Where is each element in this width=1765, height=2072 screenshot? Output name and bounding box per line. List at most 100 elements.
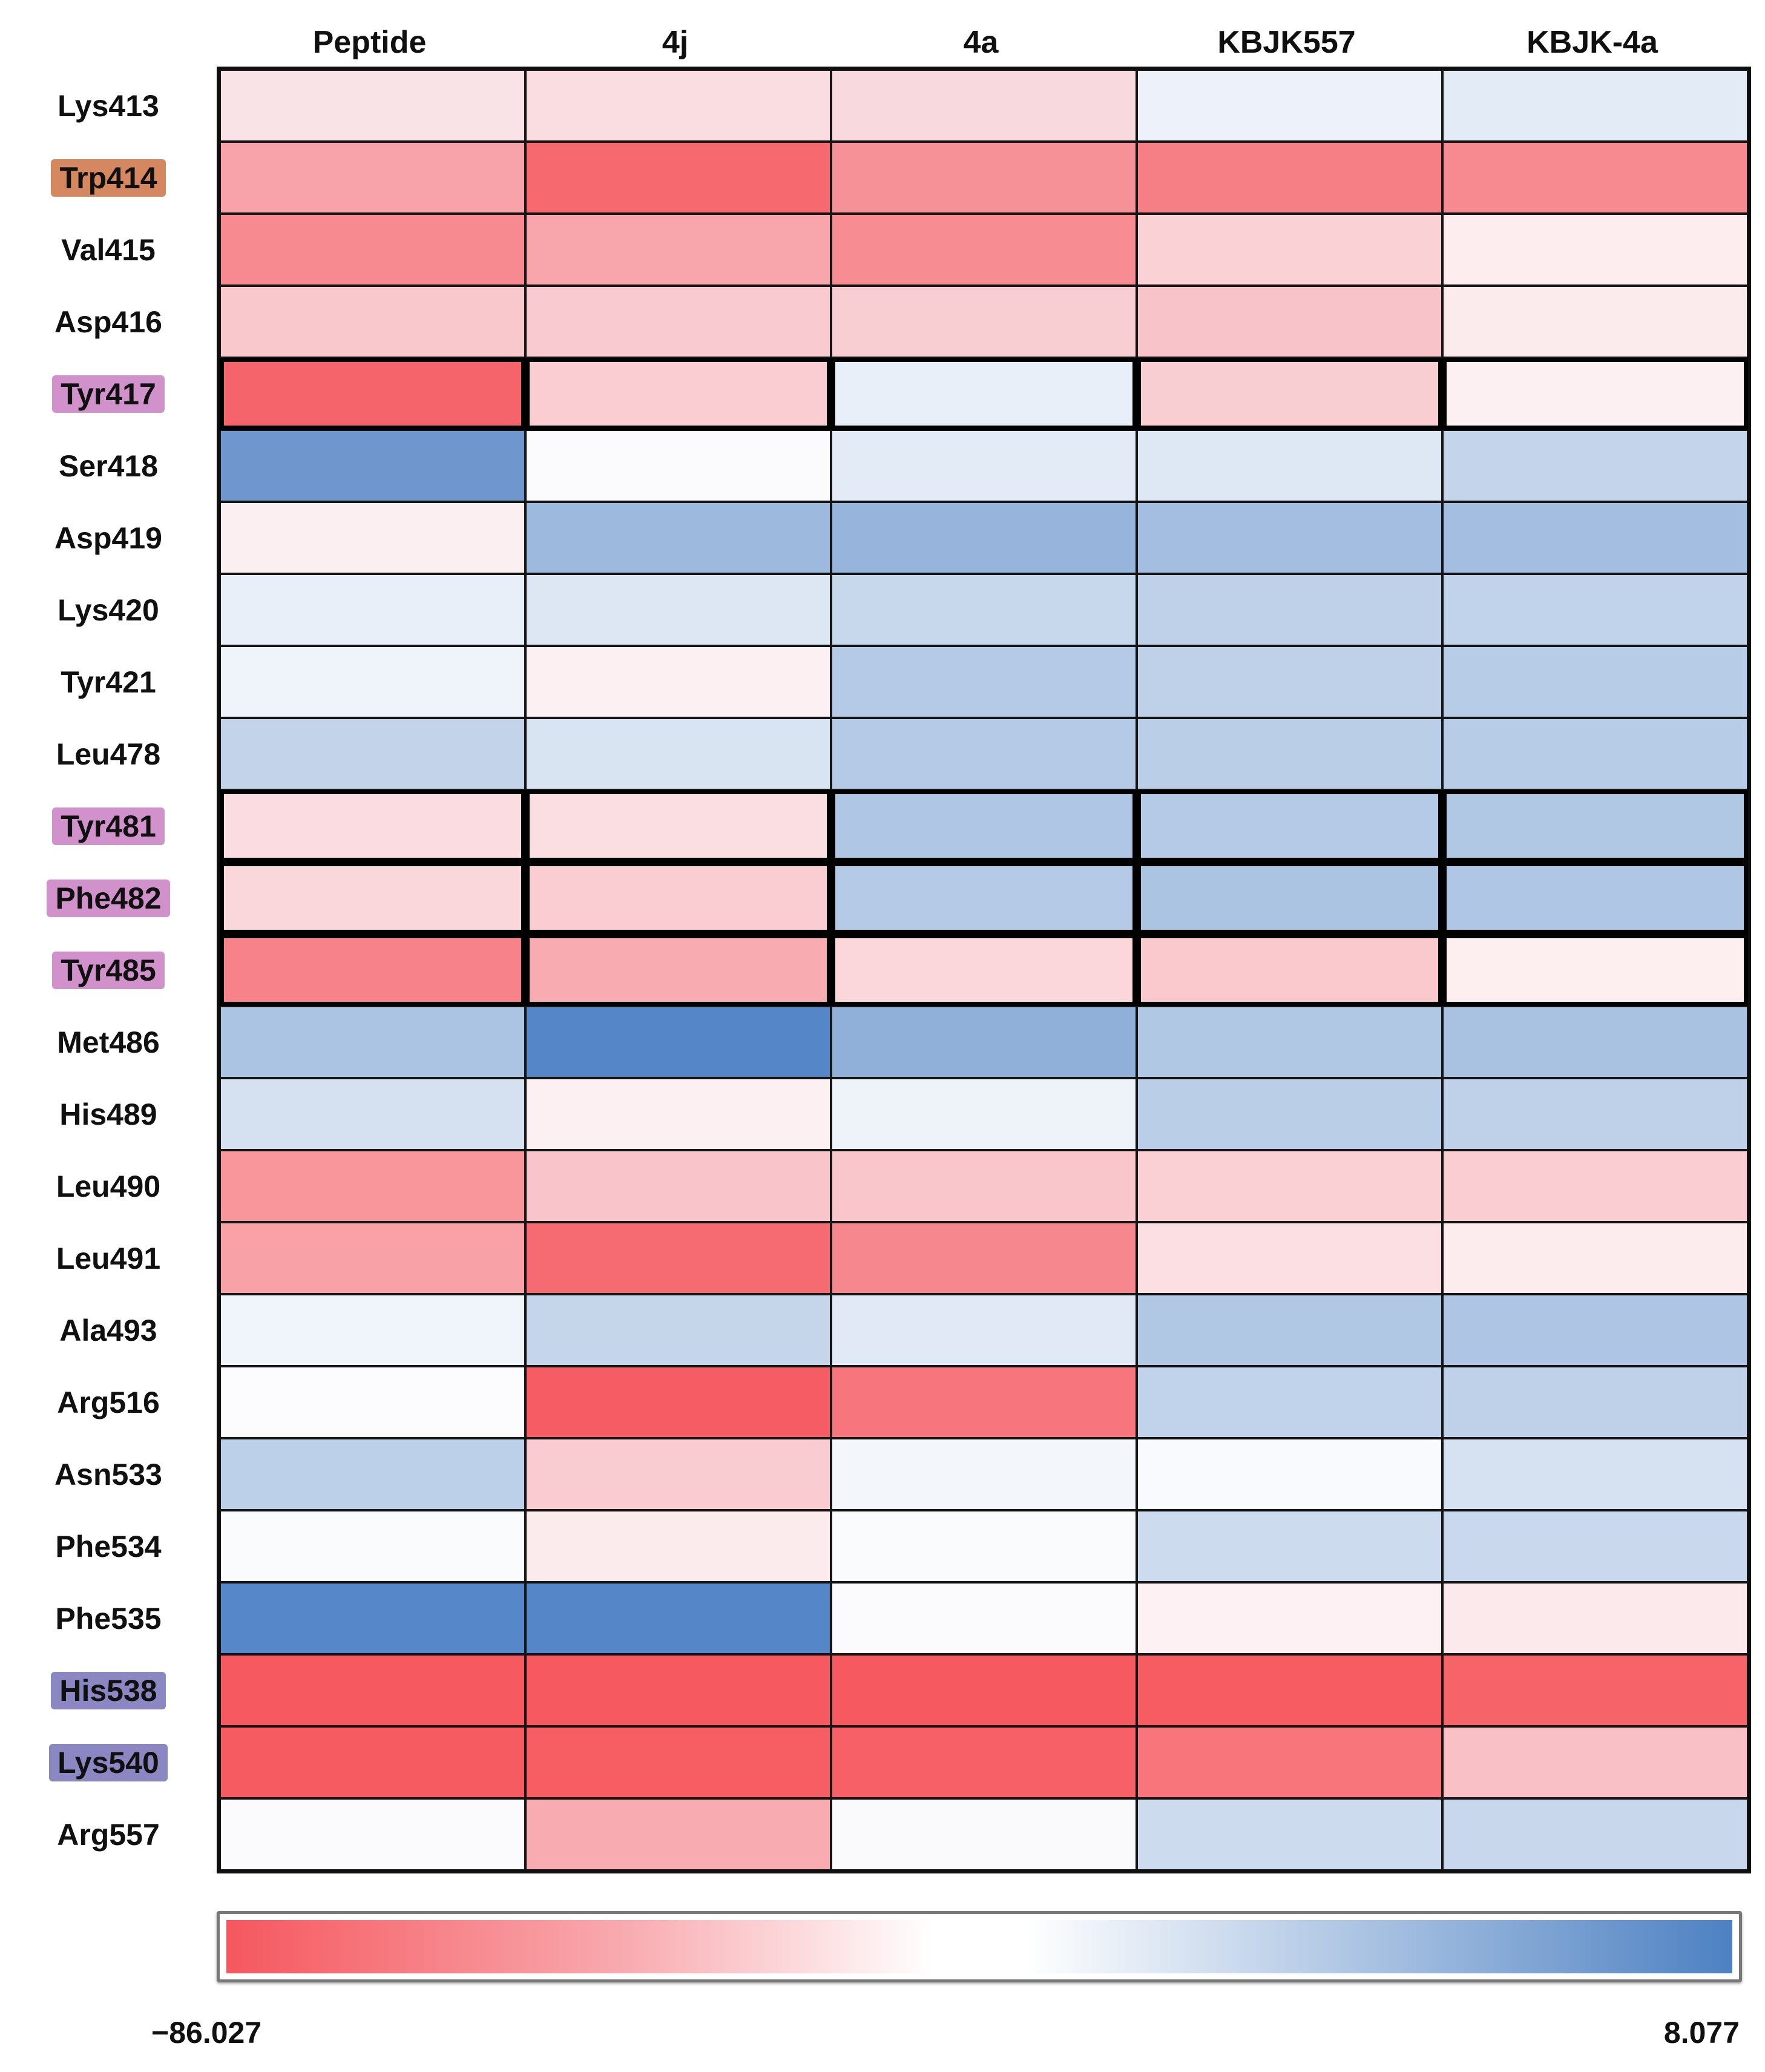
heatmap-cell: [220, 286, 525, 358]
heatmap-cell: [831, 358, 1137, 430]
heatmap-cell: [1442, 70, 1748, 142]
heatmap-cell: [831, 1366, 1137, 1438]
heatmap-cell: [1442, 1438, 1748, 1510]
heatmap-cell: [1442, 430, 1748, 502]
row-label: Tyr417: [52, 375, 165, 413]
row-label-slot: Leu491: [0, 1222, 217, 1294]
heatmap-cell: [831, 1150, 1137, 1222]
heatmap-cell: [525, 1294, 831, 1366]
heatmap-cell: [525, 862, 831, 934]
row-label-slot: Arg557: [0, 1798, 217, 1870]
heatmap-cell: [1137, 1150, 1442, 1222]
row-label: Arg557: [57, 1817, 160, 1852]
heatmap-cell: [220, 1078, 525, 1150]
heatmap-cell: [831, 1006, 1137, 1078]
row-label: Lys413: [58, 88, 159, 123]
heatmap-cell: [1442, 934, 1748, 1006]
heatmap-cell: [1442, 790, 1748, 862]
heatmap-cell: [831, 862, 1137, 934]
heatmap-cell: [1442, 1510, 1748, 1582]
row-label-slot: Val415: [0, 214, 217, 286]
heatmap-cell: [1137, 214, 1442, 286]
heatmap-cell: [1137, 70, 1442, 142]
row-label: Trp414: [51, 159, 166, 197]
heatmap-cell: [1137, 718, 1442, 790]
heatmap-cell: [1442, 214, 1748, 286]
heatmap-cell: [220, 1006, 525, 1078]
row-label: His538: [51, 1671, 166, 1709]
heatmap-cell: [1442, 1294, 1748, 1366]
row-label-slot: Ala493: [0, 1294, 217, 1366]
heatmap-cell: [831, 142, 1137, 214]
heatmap-cell: [1137, 1726, 1442, 1798]
row-label-slot: Tyr485: [0, 934, 217, 1006]
column-header: 4a: [963, 25, 999, 60]
heatmap-cell: [1442, 358, 1748, 430]
heatmap-cell: [1442, 1006, 1748, 1078]
heatmap-cell: [525, 214, 831, 286]
row-label-slot: Lys540: [0, 1726, 217, 1798]
heatmap-cell: [1137, 1582, 1442, 1654]
row-label-slot: His489: [0, 1078, 217, 1150]
heatmap-cell: [220, 1582, 525, 1654]
heatmap-cell: [220, 1726, 525, 1798]
heatmap-cell: [1442, 1366, 1748, 1438]
heatmap-cell: [1137, 142, 1442, 214]
heatmap-cell: [220, 430, 525, 502]
heatmap-cell: [1137, 574, 1442, 646]
row-label-slot: Met486: [0, 1006, 217, 1078]
column-header: Peptide: [312, 25, 427, 60]
heatmap-cell: [220, 214, 525, 286]
heatmap-cell: [525, 70, 831, 142]
heatmap-cell: [1442, 1582, 1748, 1654]
row-label-slot: Leu478: [0, 718, 217, 790]
heatmap-cell: [220, 1654, 525, 1726]
heatmap-cell: [831, 718, 1137, 790]
heatmap-cell: [831, 790, 1137, 862]
heatmap-cell: [220, 934, 525, 1006]
heatmap-cell: [831, 430, 1137, 502]
heatmap-body: Lys413 Trp414 Val415 Asp416 Tyr417 Ser418 Asp4…: [0, 67, 1765, 1873]
row-label-slot: Lys413: [0, 70, 217, 142]
heatmap-cell: [831, 1438, 1137, 1510]
heatmap-cell: [220, 1366, 525, 1438]
heatmap-cell: [525, 1438, 831, 1510]
heatmap-cell: [525, 142, 831, 214]
row-label: Ala493: [59, 1313, 157, 1347]
heatmap-cell: [220, 358, 525, 430]
heatmap-cell: [525, 1726, 831, 1798]
row-label-slot: Tyr417: [0, 358, 217, 430]
row-label: Tyr485: [52, 951, 165, 989]
row-label-slot: Leu490: [0, 1150, 217, 1222]
heatmap-cell: [525, 286, 831, 358]
colorbar-frame: [217, 1911, 1742, 1982]
row-label-slot: Phe534: [0, 1510, 217, 1582]
heatmap-cell: [220, 502, 525, 574]
row-label-slot: Phe482: [0, 862, 217, 934]
column-header: KBJK557: [1217, 25, 1356, 60]
column-header: KBJK-4a: [1527, 25, 1658, 60]
row-label: Ser418: [58, 449, 159, 483]
colorbar-gradient: [226, 1920, 1732, 1973]
heatmap-cell: [831, 1294, 1137, 1366]
heatmap-cell: [1137, 1078, 1442, 1150]
heatmap-cell: [831, 1222, 1137, 1294]
heatmap-cell: [525, 1582, 831, 1654]
heatmap-cell: [1442, 1798, 1748, 1870]
row-label: Asp419: [54, 521, 162, 555]
heatmap-cell: [525, 934, 831, 1006]
row-label: Leu478: [56, 737, 161, 771]
heatmap-cell: [1137, 1654, 1442, 1726]
heatmap-cell: [831, 646, 1137, 718]
heatmap-cell: [525, 502, 831, 574]
heatmap-cell: [525, 646, 831, 718]
row-label: Leu491: [56, 1241, 161, 1275]
heatmap-cell: [220, 142, 525, 214]
heatmap-cell: [1137, 934, 1442, 1006]
row-label-slot: Lys420: [0, 574, 217, 646]
heatmap-cell: [831, 934, 1137, 1006]
row-label: Met486: [57, 1025, 160, 1059]
heatmap-cell: [831, 1510, 1137, 1582]
row-label-slot: Ser418: [0, 430, 217, 502]
